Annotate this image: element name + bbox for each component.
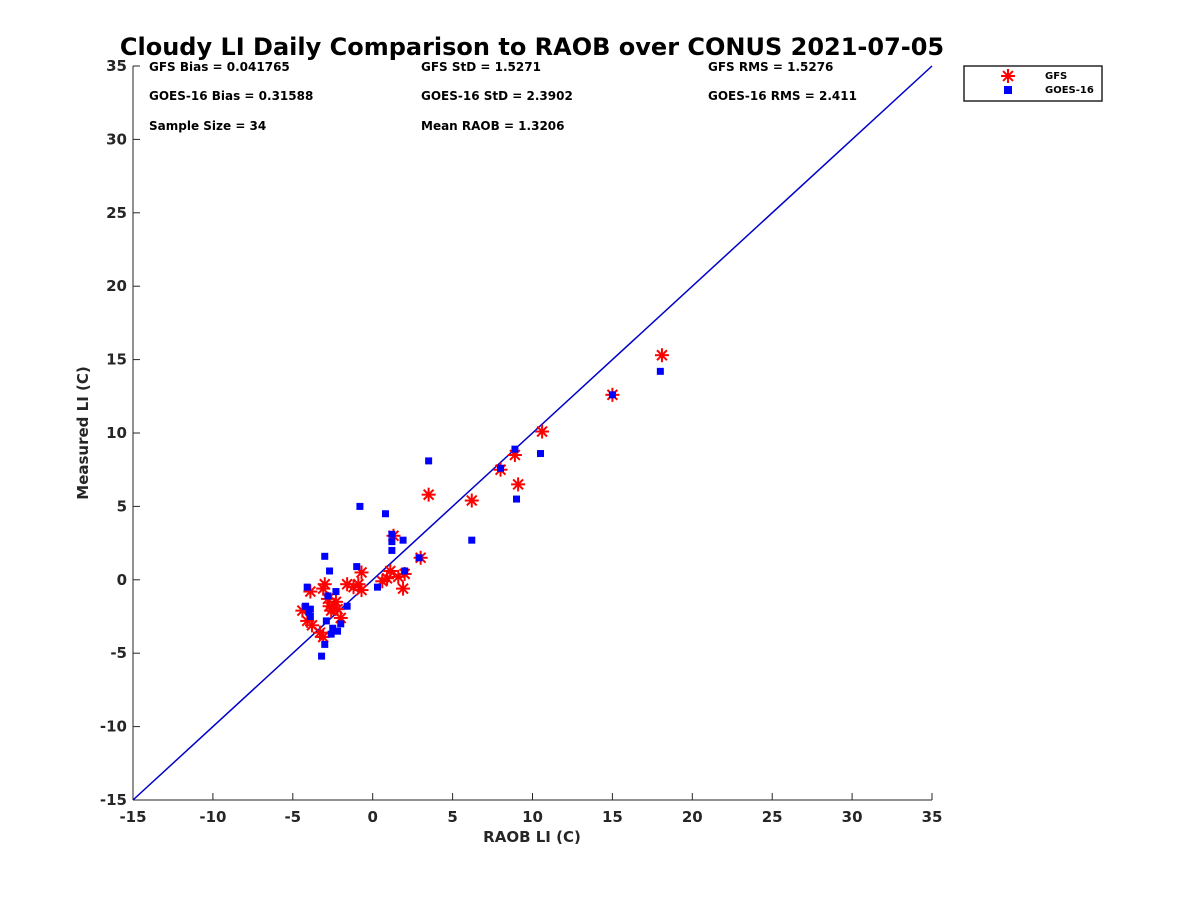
goes16-point [353, 563, 361, 571]
goes16-point [329, 624, 337, 632]
goes16-point [656, 367, 664, 375]
gfs-point [421, 487, 436, 502]
goes16-point [381, 510, 389, 518]
y-tick-label: 35 [106, 57, 127, 75]
gfs-point [354, 583, 369, 598]
goes16-point [343, 602, 351, 610]
stats-block: GFS Bias = 0.041765 GFS StD = 1.5271 GFS… [149, 60, 857, 133]
goes16-point [318, 652, 326, 660]
x-tick-label: 35 [922, 808, 943, 826]
x-tick-label: -5 [284, 808, 301, 826]
goes16-point [326, 567, 334, 575]
goes16-point [337, 620, 345, 628]
goes16-point [536, 450, 544, 458]
y-tick-label: -10 [100, 718, 127, 736]
legend-box [963, 65, 1103, 102]
goes16-point [332, 588, 340, 596]
legend-gfs-label: GFS [1045, 71, 1067, 82]
stat-gfs-std: GFS StD = 1.5271 [421, 60, 541, 74]
goes16-point [388, 546, 396, 554]
gfs-point [317, 577, 332, 592]
goes16-point [608, 391, 616, 399]
x-tick-label: 10 [522, 808, 543, 826]
y-tick-label: 30 [106, 130, 127, 148]
goes16-point [415, 554, 423, 562]
x-tick-label: 0 [367, 808, 377, 826]
y-tick-label: 25 [106, 204, 127, 222]
goes16-point [401, 567, 409, 575]
y-tick-label: -15 [100, 791, 127, 809]
gfs-point [654, 348, 669, 363]
gfs-point [535, 424, 550, 439]
goes16-point [327, 630, 335, 638]
chart-title: Cloudy LI Daily Comparison to RAOB over … [120, 33, 944, 61]
x-tick-label: 15 [602, 808, 623, 826]
gfs-point [351, 577, 366, 592]
y-ticks: -15 -10 -5 0 5 10 15 20 25 30 35 [100, 57, 140, 809]
goes16-point [321, 640, 329, 648]
y-tick-label: 5 [117, 497, 127, 515]
goes16-point [468, 536, 476, 544]
goes16-point [306, 613, 314, 620]
y-tick-label: -5 [110, 644, 127, 662]
goes16-point [321, 552, 329, 560]
goes16-point [511, 445, 519, 453]
x-tick-label: 5 [447, 808, 457, 826]
stat-sample-size: Sample Size = 34 [149, 119, 266, 133]
x-axis-label: RAOB LI (C) [483, 828, 581, 846]
goes16-point [399, 536, 407, 544]
goes16-point [497, 464, 505, 472]
x-ticks: -15 -10 -5 0 5 10 15 20 25 30 35 [119, 793, 942, 826]
y-tick-label: 15 [106, 351, 127, 369]
x-tick-label: -10 [199, 808, 226, 826]
x-tick-label: 25 [762, 808, 783, 826]
goes16-point [373, 583, 381, 591]
gfs-point [396, 581, 411, 596]
stat-goes-std: GOES-16 StD = 2.3902 [421, 89, 573, 103]
y-tick-label: 10 [106, 424, 127, 442]
stat-gfs-bias: GFS Bias = 0.041765 [149, 60, 290, 74]
goes16-point [334, 627, 342, 635]
stat-mean-raob: Mean RAOB = 1.3206 [421, 119, 565, 133]
goes16-point [425, 457, 433, 465]
legend-gfs-asterisk [1001, 69, 1015, 83]
goes16-point [388, 530, 396, 538]
goes16-point [388, 538, 396, 546]
legend-gfs-marker [1001, 69, 1015, 83]
x-tick-label: -15 [119, 808, 146, 826]
goes16-point [303, 583, 311, 591]
one-to-one-line [132, 65, 933, 801]
y-axis-label: Measured LI (C) [74, 366, 92, 499]
gfs-point [380, 571, 395, 586]
goes16-point [513, 495, 521, 503]
x-tick-label: 30 [842, 808, 863, 826]
gfs-point [511, 477, 526, 492]
goes16-point [306, 605, 314, 613]
stat-goes-bias: GOES-16 Bias = 0.31588 [149, 89, 313, 103]
goes16-point [322, 617, 330, 625]
gfs-point [383, 563, 398, 578]
y-tick-label: 0 [117, 571, 127, 589]
goes16-point [324, 592, 332, 600]
plot-area: -15 -10 -5 0 5 10 15 20 25 30 35 -15 -10 -5 0 5 10 15 20 2… [100, 57, 943, 826]
legend-goes-marker [1004, 86, 1012, 94]
goes16-series [302, 367, 664, 660]
x-tick-label: 20 [682, 808, 703, 826]
legend-goes-label: GOES-16 [1045, 85, 1094, 96]
stat-goes-rms: GOES-16 RMS = 2.411 [708, 89, 857, 103]
gfs-point [464, 493, 479, 508]
y-tick-label: 20 [106, 277, 127, 295]
goes16-point [302, 602, 310, 610]
stat-gfs-rms: GFS RMS = 1.5276 [708, 60, 833, 74]
goes16-point [356, 502, 364, 510]
legend: GFS GOES-16 [963, 65, 1103, 102]
